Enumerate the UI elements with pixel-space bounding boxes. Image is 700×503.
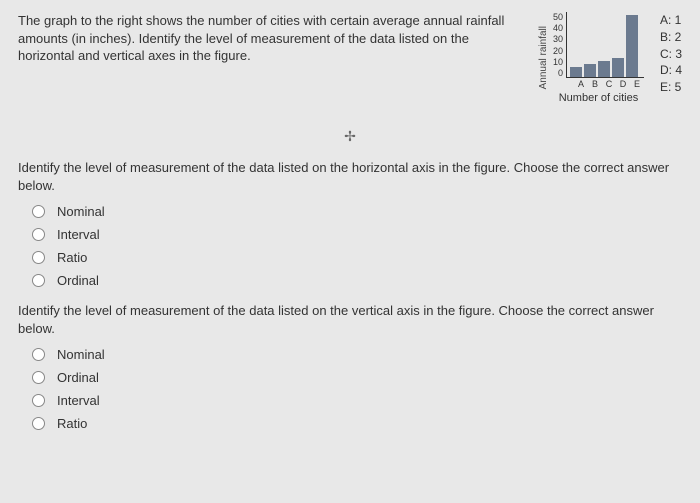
xtick: B (589, 79, 601, 89)
legend-item: D: 4 (660, 62, 682, 79)
option-label: Interval (57, 393, 100, 408)
ytick: 0 (553, 68, 563, 78)
radio-icon (32, 394, 45, 407)
question-2: Identify the level of measurement of the… (18, 302, 682, 431)
option-label: Nominal (57, 347, 105, 362)
ytick: 10 (553, 57, 563, 67)
radio-icon (32, 251, 45, 264)
q2-option-ordinal[interactable]: Ordinal (32, 370, 682, 385)
bar-c (598, 61, 610, 77)
intro-text: The graph to the right shows the number … (18, 12, 528, 104)
chart-xlabel: Number of cities (559, 92, 638, 104)
xtick: A (575, 79, 587, 89)
chart-inner: 50 40 30 20 10 0 A B C (553, 12, 644, 104)
legend-item: A: 1 (660, 12, 682, 29)
option-label: Ratio (57, 416, 87, 431)
q1-option-interval[interactable]: Interval (32, 227, 682, 242)
option-label: Ordinal (57, 273, 99, 288)
bar-d (612, 58, 624, 78)
ytick: 40 (553, 23, 563, 33)
q2-option-nominal[interactable]: Nominal (32, 347, 682, 362)
radio-icon (32, 348, 45, 361)
radio-icon (32, 417, 45, 430)
ytick: 30 (553, 34, 563, 44)
top-row: The graph to the right shows the number … (18, 12, 682, 104)
q1-prompt: Identify the level of measurement of the… (18, 159, 682, 194)
q2-options: Nominal Ordinal Interval Ratio (18, 347, 682, 431)
chart-yticks: 50 40 30 20 10 0 (553, 12, 566, 78)
bar-b (584, 64, 596, 77)
bar-e (626, 15, 638, 77)
q2-prompt: Identify the level of measurement of the… (18, 302, 682, 337)
radio-icon (32, 205, 45, 218)
q2-option-interval[interactable]: Interval (32, 393, 682, 408)
option-label: Interval (57, 227, 100, 242)
legend: A: 1 B: 2 C: 3 D: 4 E: 5 (654, 12, 682, 104)
q1-options: Nominal Interval Ratio Ordinal (18, 204, 682, 288)
ytick: 50 (553, 12, 563, 22)
q1-option-nominal[interactable]: Nominal (32, 204, 682, 219)
radio-icon (32, 274, 45, 287)
radio-icon (32, 371, 45, 384)
xtick: E (631, 79, 643, 89)
q2-option-ratio[interactable]: Ratio (32, 416, 682, 431)
xtick: C (603, 79, 615, 89)
legend-item: C: 3 (660, 46, 682, 63)
chart-xticks: A B C D E (572, 79, 643, 89)
question-1: Identify the level of measurement of the… (18, 159, 682, 288)
option-label: Ratio (57, 250, 87, 265)
ytick: 20 (553, 46, 563, 56)
xtick: D (617, 79, 629, 89)
q1-option-ordinal[interactable]: Ordinal (32, 273, 682, 288)
divider-row: ✢ (18, 128, 682, 145)
chart-block: Annual rainfall 50 40 30 20 10 0 (538, 12, 644, 104)
divider-icon: ✢ (344, 128, 356, 145)
radio-icon (32, 228, 45, 241)
legend-item: E: 5 (660, 79, 682, 96)
bar-a (570, 67, 582, 77)
chart-ylabel: Annual rainfall (538, 26, 549, 89)
option-label: Nominal (57, 204, 105, 219)
chart-plot (566, 12, 644, 78)
q1-option-ratio[interactable]: Ratio (32, 250, 682, 265)
plot-row: 50 40 30 20 10 0 (553, 12, 644, 78)
option-label: Ordinal (57, 370, 99, 385)
legend-item: B: 2 (660, 29, 682, 46)
